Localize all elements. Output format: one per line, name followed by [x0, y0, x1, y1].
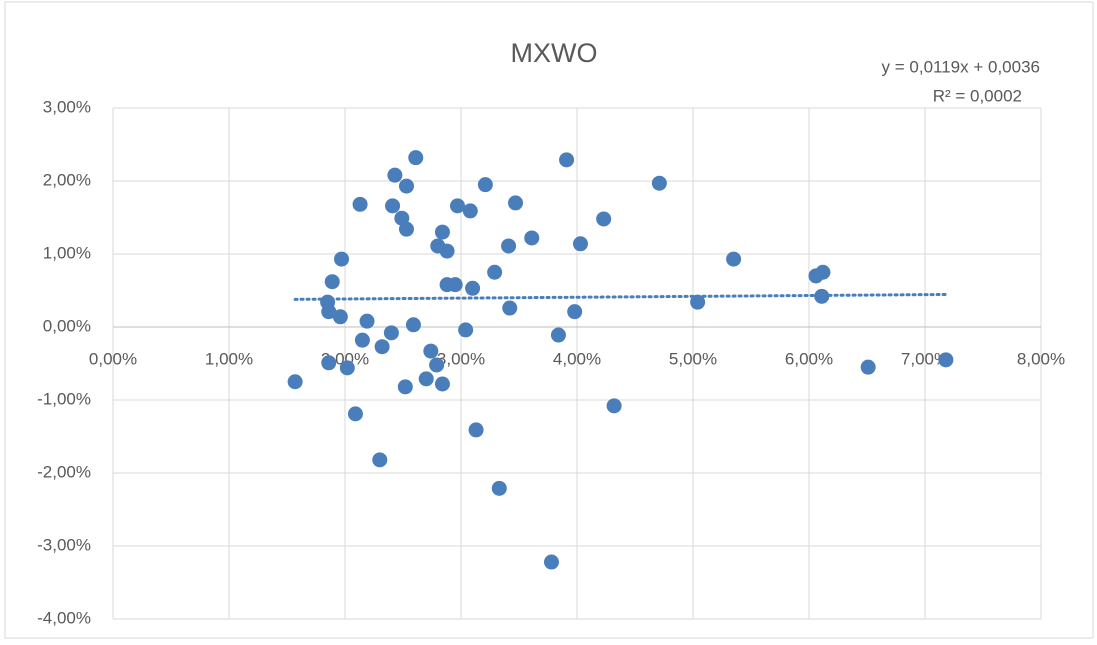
point — [359, 313, 375, 329]
point — [462, 203, 478, 219]
point — [398, 221, 414, 237]
point — [397, 379, 413, 395]
y-tick-label: 0,00% — [43, 316, 91, 335]
point — [398, 178, 414, 194]
point — [439, 243, 455, 259]
point — [287, 374, 303, 390]
y-tick-label: 3,00% — [43, 97, 91, 116]
point — [550, 327, 566, 343]
point — [387, 167, 403, 183]
point — [423, 343, 439, 359]
point — [352, 196, 368, 212]
point — [559, 152, 575, 168]
y-tick-label: -4,00% — [37, 608, 91, 627]
trendline-r2: R² = 0,0002 — [933, 86, 1022, 105]
point — [339, 360, 355, 376]
point — [726, 251, 742, 267]
point — [468, 422, 484, 438]
point — [458, 322, 474, 338]
point — [487, 264, 503, 280]
point — [465, 280, 481, 296]
x-tick-label: 8,00% — [1017, 349, 1065, 368]
point — [321, 355, 337, 371]
point — [347, 406, 363, 422]
y-tick-label: 1,00% — [43, 243, 91, 262]
x-tick-label: 4,00% — [553, 349, 601, 368]
point — [354, 332, 370, 348]
point — [450, 198, 466, 214]
point — [572, 236, 588, 252]
point — [374, 339, 390, 355]
x-tick-label: 3,00% — [437, 349, 485, 368]
point — [938, 352, 954, 368]
point — [332, 309, 348, 325]
trendline-equation: y = 0,0119x + 0,0036 — [882, 57, 1040, 76]
point — [860, 359, 876, 375]
point — [543, 554, 559, 570]
point — [434, 376, 450, 392]
point — [651, 175, 667, 191]
point — [383, 325, 399, 341]
point — [372, 452, 388, 468]
point — [477, 177, 493, 193]
point — [429, 357, 445, 373]
chart-border — [4, 1, 1094, 639]
x-tick-label: 1,00% — [205, 349, 253, 368]
y-tick-label: -2,00% — [37, 462, 91, 481]
x-tick-label: 7,00% — [901, 349, 949, 368]
point — [324, 274, 340, 290]
x-tick-label: 6,00% — [785, 349, 833, 368]
x-tick-label: 5,00% — [669, 349, 717, 368]
y-tick-label: -1,00% — [37, 389, 91, 408]
point — [690, 294, 706, 310]
point — [408, 150, 424, 166]
point — [418, 371, 434, 387]
point — [447, 277, 463, 293]
point — [606, 398, 622, 414]
x-tick-label: 0,00% — [89, 349, 137, 368]
y-tick-label: -3,00% — [37, 535, 91, 554]
point — [508, 195, 524, 211]
point — [405, 317, 421, 333]
point — [385, 198, 401, 214]
point — [434, 224, 450, 240]
point — [815, 264, 831, 280]
trendline — [293, 292, 948, 301]
point — [567, 304, 583, 320]
point — [814, 288, 830, 304]
point — [502, 300, 518, 316]
point — [596, 211, 612, 227]
point — [321, 304, 337, 320]
y-tick-label: 2,00% — [43, 170, 91, 189]
chart-title: MXWO — [511, 38, 598, 68]
point — [501, 238, 517, 254]
point — [491, 480, 507, 496]
point — [334, 251, 350, 267]
point — [524, 230, 540, 246]
